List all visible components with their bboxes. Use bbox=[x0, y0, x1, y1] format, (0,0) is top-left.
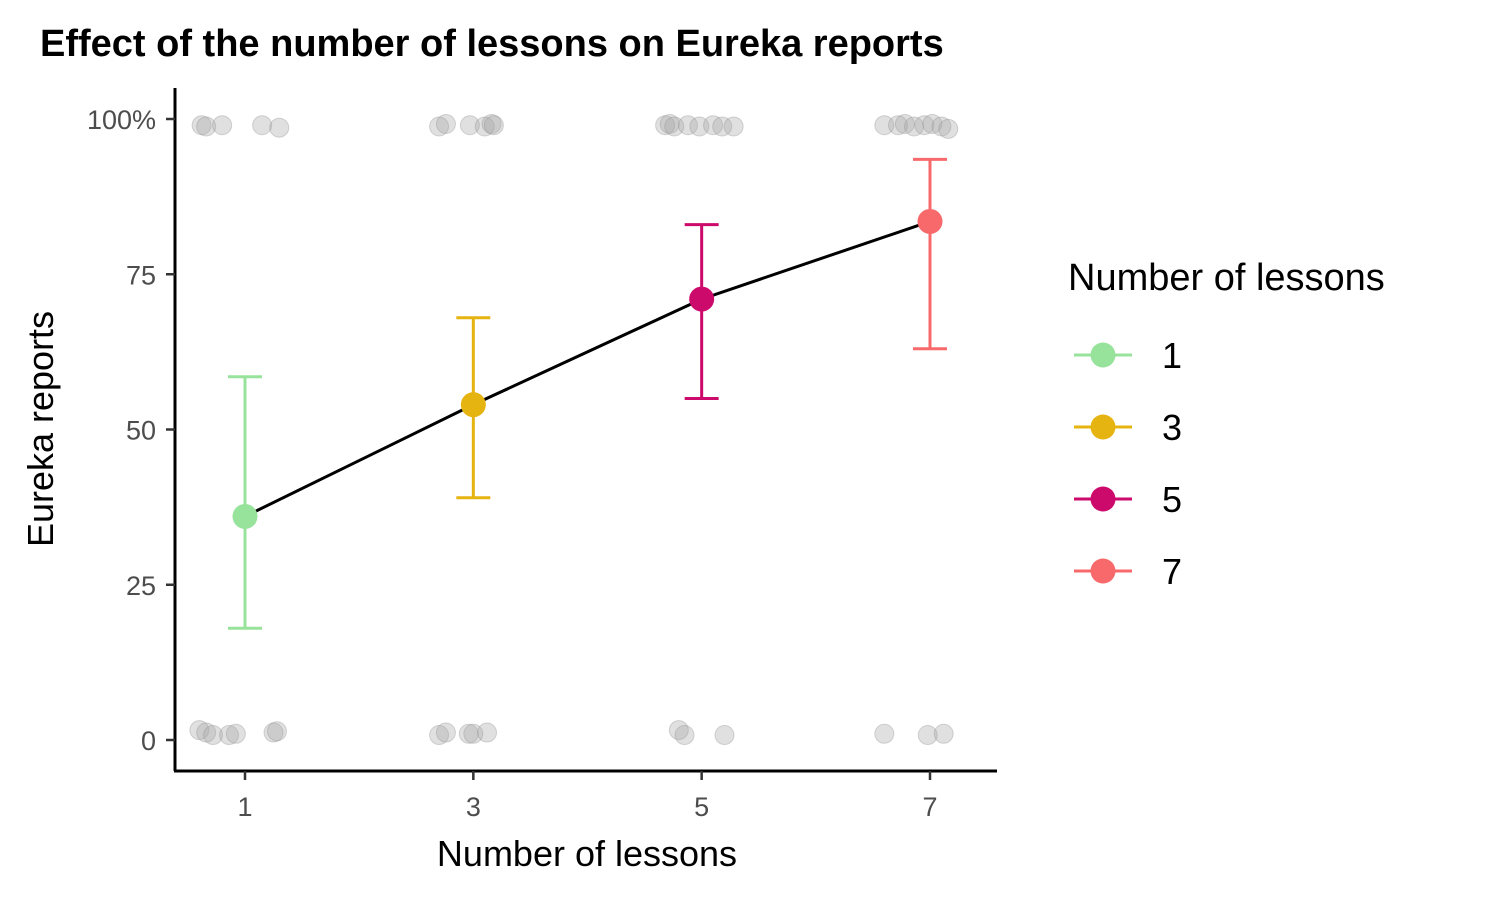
raw-data-point bbox=[904, 116, 925, 137]
legend-label: 7 bbox=[1162, 551, 1182, 592]
raw-data-point bbox=[703, 115, 724, 136]
raw-data-point bbox=[263, 722, 284, 743]
raw-data-point bbox=[203, 725, 224, 746]
raw-data-point bbox=[458, 723, 479, 744]
legend-key-point bbox=[1090, 558, 1116, 584]
legend: Number of lessons 1 3 5 7 bbox=[1068, 257, 1385, 592]
raw-data-point bbox=[463, 723, 484, 744]
mean-points-layer bbox=[232, 208, 943, 529]
errorbars-layer bbox=[228, 157, 947, 630]
y-tick-label: 50 bbox=[126, 416, 156, 446]
raw-data-point bbox=[269, 117, 290, 138]
raw-data-point bbox=[189, 720, 210, 741]
raw-data-point bbox=[655, 115, 676, 136]
raw-data-point bbox=[874, 115, 895, 136]
raw-data-point bbox=[914, 115, 935, 136]
mean-point bbox=[232, 503, 258, 529]
raw-data-point bbox=[938, 118, 959, 139]
y-tick-label: 75 bbox=[126, 260, 156, 290]
legend-key-point bbox=[1090, 342, 1116, 368]
legend-key-point bbox=[1090, 414, 1116, 440]
raw-data-point bbox=[689, 116, 710, 137]
y-tick-label: 25 bbox=[126, 571, 156, 601]
legend-title: Number of lessons bbox=[1068, 257, 1385, 299]
x-tick-label: 1 bbox=[237, 792, 252, 822]
raw-data-point bbox=[481, 113, 502, 134]
raw-data-point bbox=[266, 721, 287, 742]
raw-data-point bbox=[931, 116, 952, 137]
raw-data-point bbox=[712, 116, 733, 137]
y-axis-title: Eureka reports bbox=[20, 311, 61, 547]
ticks-layer: 0 25 50 75 100% 1 3 5 7 bbox=[87, 105, 938, 822]
y-tick-label: 100% bbox=[87, 105, 156, 135]
raw-data-point bbox=[674, 725, 695, 746]
mean-point bbox=[689, 286, 715, 312]
raw-data-point bbox=[677, 115, 698, 136]
raw-data-point bbox=[874, 723, 895, 744]
raw-data-point bbox=[922, 113, 943, 134]
x-tick-label: 5 bbox=[694, 792, 709, 822]
x-axis-title: Number of lessons bbox=[437, 833, 737, 874]
mean-trend-line bbox=[244, 220, 931, 518]
raw-data-point bbox=[483, 115, 504, 136]
raw-data-point bbox=[723, 116, 744, 137]
raw-data-point bbox=[917, 725, 938, 746]
raw-data-point bbox=[894, 113, 915, 134]
raw-data-point bbox=[477, 722, 498, 743]
raw-data-point bbox=[933, 723, 954, 744]
raw-data-point bbox=[714, 725, 735, 746]
raw-data-point bbox=[196, 722, 217, 743]
raw-data-point bbox=[888, 115, 909, 136]
legend-label: 5 bbox=[1162, 479, 1182, 520]
x-tick-label: 3 bbox=[466, 792, 481, 822]
raw-data-point bbox=[664, 116, 685, 137]
raw-points-layer bbox=[189, 113, 959, 746]
raw-data-point bbox=[429, 725, 450, 746]
x-tick-label: 7 bbox=[922, 792, 937, 822]
raw-data-point bbox=[225, 723, 246, 744]
raw-data-point bbox=[219, 725, 240, 746]
mean-point bbox=[460, 392, 486, 418]
legend-key-point bbox=[1090, 486, 1116, 512]
raw-data-point bbox=[196, 116, 217, 137]
raw-data-point bbox=[212, 115, 233, 136]
raw-data-point bbox=[659, 113, 680, 134]
raw-data-point bbox=[435, 722, 456, 743]
legend-label: 3 bbox=[1162, 407, 1182, 448]
y-tick-label: 0 bbox=[141, 726, 156, 756]
raw-data-point bbox=[429, 116, 450, 137]
legend-entries: 1 3 5 7 bbox=[1074, 335, 1182, 592]
mean-point bbox=[917, 208, 943, 234]
axes-layer bbox=[173, 88, 997, 773]
raw-data-point bbox=[252, 115, 273, 136]
raw-data-point bbox=[459, 115, 480, 136]
raw-data-point bbox=[474, 116, 495, 137]
raw-data-point bbox=[668, 720, 689, 741]
legend-label: 1 bbox=[1162, 335, 1182, 376]
raw-data-point bbox=[435, 113, 456, 134]
raw-data-point bbox=[191, 115, 212, 136]
chart-title: Effect of the number of lessons on Eurek… bbox=[40, 23, 944, 65]
